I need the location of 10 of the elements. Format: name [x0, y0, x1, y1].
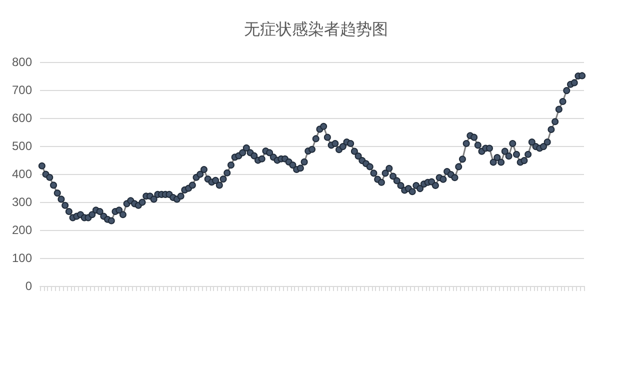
y-tick-label: 400	[12, 167, 32, 181]
y-tick-label: 800	[12, 55, 32, 69]
chart-title: 无症状感染者趋势图	[244, 20, 388, 38]
y-tick-label: 0	[25, 279, 32, 293]
y-tick-label: 300	[12, 195, 32, 209]
y-tick-label: 600	[12, 111, 32, 125]
y-tick-label: 200	[12, 223, 32, 237]
y-tick-label: 100	[12, 251, 32, 265]
y-tick-label: 700	[12, 83, 32, 97]
y-tick-label: 500	[12, 139, 32, 153]
